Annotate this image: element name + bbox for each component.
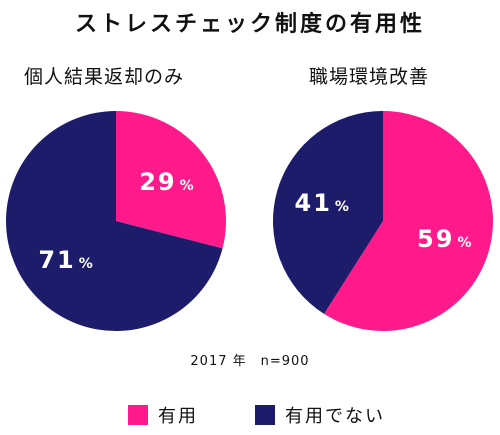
pie-label-individual-not-useful: 71% (38, 246, 92, 274)
page-title: ストレスチェック制度の有用性 (74, 12, 425, 37)
legend-label-useful: 有用 (158, 406, 198, 427)
legend-swatch-not-useful (255, 405, 275, 425)
legend-label-not-useful: 有用でない (285, 406, 385, 427)
legend-item-useful: 有用 (128, 402, 198, 428)
pie-label-workplace-useful: 59% (417, 225, 471, 253)
legend-item-not-useful: 有用でない (255, 402, 385, 428)
pie-slice-workplace-not-useful (272, 111, 383, 314)
chart-title-individual: 個人結果返却のみ (24, 66, 185, 88)
chart-title-workplace: 職場環境改善 (309, 66, 430, 88)
pie-slice-individual-useful (116, 111, 226, 249)
survey-note: 2017 年 n=900 (190, 354, 310, 369)
legend-swatch-useful (128, 405, 148, 425)
pie-label-individual-useful: 29% (139, 168, 193, 196)
pie-label-workplace-not-useful: 41% (295, 189, 349, 217)
legend: 有用 有用でない (0, 402, 500, 432)
pie-slice-individual-not-useful (5, 111, 223, 331)
pie-slice-workplace-useful (324, 111, 493, 331)
